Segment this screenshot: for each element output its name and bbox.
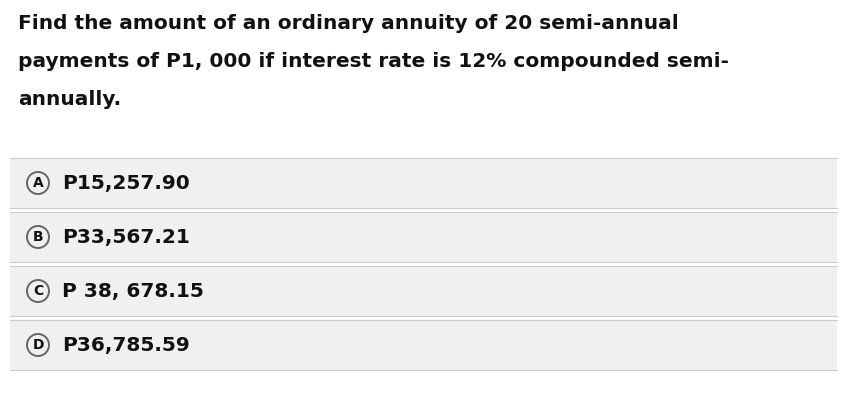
Text: C: C [33,284,43,298]
Text: P15,257.90: P15,257.90 [62,173,190,192]
Bar [10,212,837,262]
Bar [10,266,837,316]
Circle shape [27,226,49,248]
Circle shape [27,280,49,302]
Text: P 38, 678.15: P 38, 678.15 [62,281,204,300]
Bar [10,320,837,370]
Text: payments of P1, 000 if interest rate is 12% compounded semi-: payments of P1, 000 if interest rate is … [18,52,729,71]
Text: A: A [33,176,43,190]
Text: annually.: annually. [18,90,121,109]
Text: D: D [32,338,44,352]
Text: P33,567.21: P33,567.21 [62,227,190,246]
Text: B: B [33,230,43,244]
Text: Find the amount of an ordinary annuity of 20 semi-annual: Find the amount of an ordinary annuity o… [18,14,678,33]
Circle shape [27,172,49,194]
Circle shape [27,334,49,356]
Bar [10,158,837,208]
Text: P36,785.59: P36,785.59 [62,335,190,354]
